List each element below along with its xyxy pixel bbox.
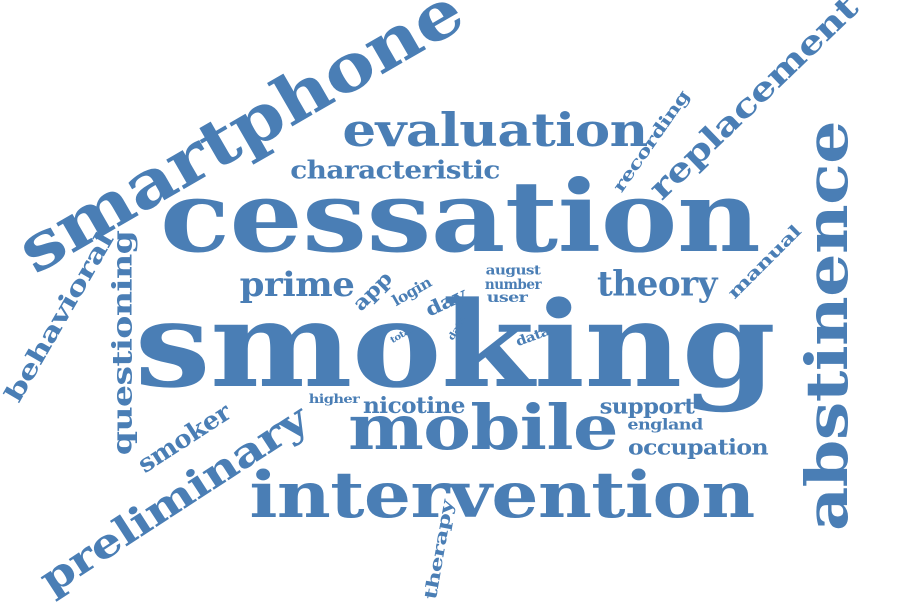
word-higher: higher [308, 392, 360, 406]
word-characteristic: characteristic [290, 155, 500, 185]
word-prime: prime [239, 265, 355, 305]
word-occupation: occupation [627, 434, 769, 460]
word-august: august [485, 263, 541, 279]
word-smoking: smoking [134, 275, 776, 414]
word-nicotine: nicotine [363, 393, 466, 419]
word-support: support [599, 393, 695, 419]
word-questioning: questioning [107, 230, 139, 456]
word-evaluation: evaluation [342, 103, 648, 157]
word-england: england [627, 415, 703, 434]
word-intervention: intervention [249, 458, 755, 533]
word-theory: theory [596, 263, 718, 305]
word-number: number [484, 277, 542, 293]
word-cessation: cessation [159, 160, 761, 275]
word-abstinence: abstinence [793, 120, 861, 532]
word-user: user [486, 290, 528, 306]
word-mobile: mobile [348, 391, 618, 464]
